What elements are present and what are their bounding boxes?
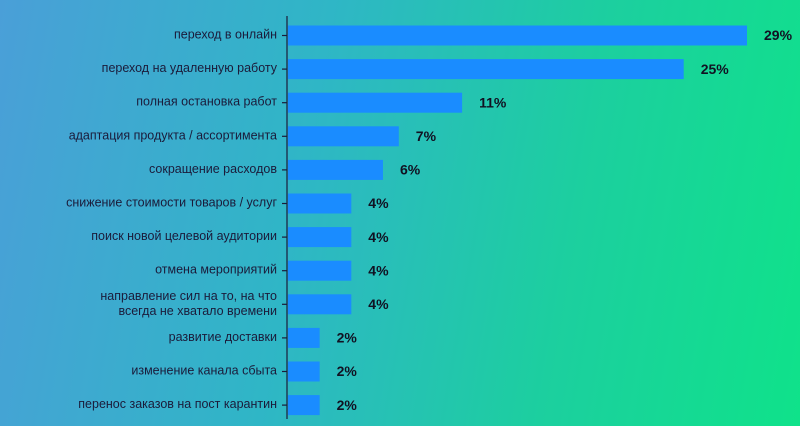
value-label: 4% (368, 195, 389, 211)
category-label: изменение канала сбыта (131, 364, 277, 378)
value-label: 2% (337, 330, 358, 346)
category-label: переход в онлайн (174, 28, 277, 42)
category-label: перенос заказов на пост карантин (78, 397, 277, 411)
bar (288, 25, 747, 46)
value-label: 2% (337, 397, 358, 413)
category-label: переход на удаленную работу (102, 61, 278, 75)
category-label: сокращение расходов (149, 162, 277, 176)
bar (288, 227, 352, 248)
category-label: адаптация продукта / ассортимента (69, 129, 277, 143)
bar (288, 92, 463, 113)
category-label: направление сил на то, на что всегда не х… (100, 289, 277, 318)
category-label: поиск новой целевой аудитории (91, 229, 277, 243)
value-label: 4% (368, 262, 389, 278)
bar (288, 193, 352, 214)
bar (288, 59, 684, 80)
value-label: 4% (368, 229, 389, 245)
value-label: 11% (479, 94, 507, 110)
bar (288, 159, 383, 180)
category-label: развитие доставки (169, 330, 277, 344)
category-label: отмена мероприятий (155, 263, 277, 277)
bar (288, 327, 320, 348)
value-label: 7% (416, 128, 437, 144)
value-label: 29% (764, 27, 793, 43)
category-label: полная остановка работ (136, 95, 277, 109)
bar (288, 294, 352, 315)
bar (288, 126, 399, 147)
value-label: 4% (368, 296, 389, 312)
bar (288, 260, 352, 281)
value-label: 6% (400, 162, 421, 178)
value-label: 2% (337, 363, 358, 379)
category-label: снижение стоимости товаров / услуг (66, 196, 277, 210)
bar (288, 361, 320, 382)
value-label: 25% (701, 61, 730, 77)
bar (288, 395, 320, 416)
